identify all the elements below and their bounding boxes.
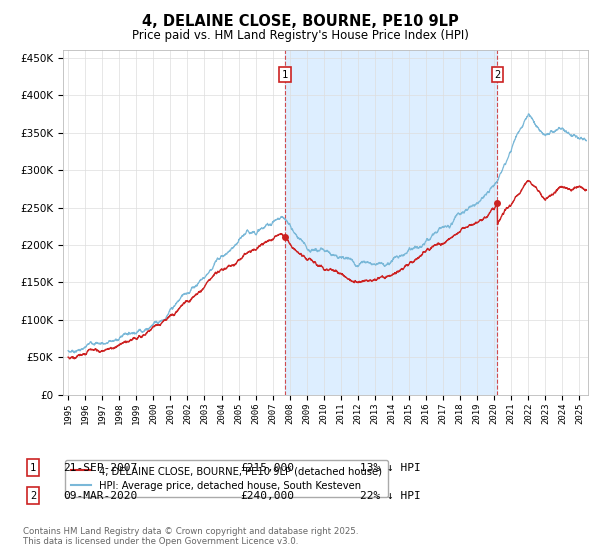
Text: £240,000: £240,000 (240, 491, 294, 501)
Text: 2: 2 (494, 69, 500, 80)
Text: 13% ↓ HPI: 13% ↓ HPI (360, 463, 421, 473)
Text: 2: 2 (30, 491, 36, 501)
Text: 4, DELAINE CLOSE, BOURNE, PE10 9LP: 4, DELAINE CLOSE, BOURNE, PE10 9LP (142, 14, 458, 29)
Text: Contains HM Land Registry data © Crown copyright and database right 2025.
This d: Contains HM Land Registry data © Crown c… (23, 526, 358, 546)
Text: 22% ↓ HPI: 22% ↓ HPI (360, 491, 421, 501)
Text: £215,000: £215,000 (240, 463, 294, 473)
Text: 09-MAR-2020: 09-MAR-2020 (63, 491, 137, 501)
Text: 1: 1 (282, 69, 288, 80)
Text: Price paid vs. HM Land Registry's House Price Index (HPI): Price paid vs. HM Land Registry's House … (131, 29, 469, 42)
Text: 21-SEP-2007: 21-SEP-2007 (63, 463, 137, 473)
Text: 1: 1 (30, 463, 36, 473)
Legend: 4, DELAINE CLOSE, BOURNE, PE10 9LP (detached house), HPI: Average price, detache: 4, DELAINE CLOSE, BOURNE, PE10 9LP (deta… (65, 460, 388, 497)
Bar (285, 50, 497, 395)
